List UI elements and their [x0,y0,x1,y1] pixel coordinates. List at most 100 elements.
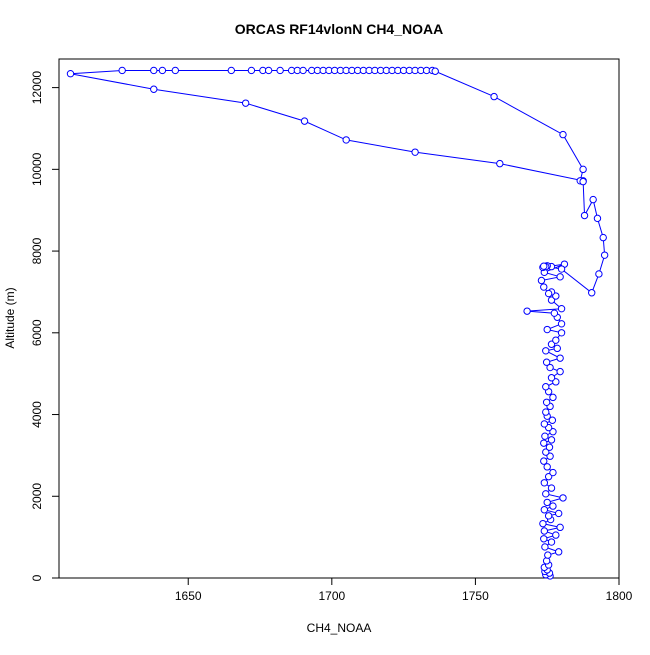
data-point [588,289,596,297]
data-point [342,136,350,144]
data-point [539,519,547,528]
data-point [557,265,566,273]
data-point [556,523,564,532]
y-tick-label: 6000 [30,319,44,346]
data-point [544,512,553,520]
data-point [549,393,557,402]
data-point [544,289,553,298]
data-point [600,251,609,259]
data-point [580,211,589,220]
data-point [547,436,556,444]
data-point [542,408,550,416]
data-point [276,66,284,75]
data-point [523,307,531,315]
x-axis: 1650 1700 1750 1800 [175,577,633,603]
data-point [543,325,551,334]
data-point [264,66,273,75]
data-point [554,548,563,556]
data-point [227,66,236,75]
data-point [542,383,550,391]
data-point [542,347,550,355]
y-axis: 0 2000 4000 6000 8000 10000 12000 [30,71,60,581]
data-point [593,214,602,223]
data-point [299,66,307,75]
y-tick-label: 4000 [30,401,44,428]
data-point [549,468,557,477]
data-point [549,502,557,510]
data-point [556,367,564,376]
x-tick-label: 1700 [318,589,345,603]
data-point [547,484,556,492]
y-tick-label: 10000 [30,152,44,186]
data-point [542,448,550,456]
data-point [579,177,587,186]
data-point [496,159,504,168]
data-point [411,148,419,156]
data-point [548,416,557,424]
data-point [556,354,564,362]
data-point [542,358,551,366]
data-point [540,479,549,487]
data-point [559,130,567,139]
data-point [542,398,551,406]
data-point [552,531,560,539]
data-point [553,344,561,353]
x-tick-label: 1750 [462,589,489,603]
data-point [559,494,567,502]
y-axis-label: Altitude (m) [3,287,17,348]
data-point [556,273,564,281]
x-axis-label: CH4_NOAA [307,621,372,635]
data-point [546,363,554,372]
data-point [599,233,607,242]
data-point [540,527,549,535]
data-point [543,463,551,471]
data-point [552,336,560,344]
data-point [542,490,550,498]
data-point [118,66,126,75]
data-point [171,66,180,75]
data-point [540,506,549,514]
data-point [543,498,551,507]
y-tick-label: 12000 [30,71,44,105]
data-point [540,420,549,428]
data-point [490,92,498,101]
data-point [550,309,559,317]
series-layer [66,66,609,580]
data-point [544,551,552,559]
data-point [579,165,587,174]
data-point [66,70,75,78]
data-point [557,304,566,313]
data-point [557,329,566,337]
data-point [241,99,250,107]
data-point [541,432,549,440]
chart-title: ORCAS RF14vlonN CH4_NOAA [235,21,443,37]
data-point [431,67,439,75]
data-point [540,535,548,543]
data-point [557,320,566,328]
data-point [547,538,556,546]
data-point [595,270,603,278]
x-tick-label: 1650 [175,589,202,603]
data-point [541,543,549,551]
data-point [158,66,167,75]
data-point [537,276,546,285]
data-point [547,374,556,382]
y-tick-label: 0 [30,574,44,581]
y-tick-label: 2000 [30,483,44,510]
data-point [545,443,554,451]
y-tick-label: 8000 [30,237,44,264]
data-point [247,66,256,75]
data-point [300,117,309,125]
data-point [540,439,548,447]
data-point [150,85,158,93]
series-line [70,69,606,577]
data-point [540,262,548,270]
data-point [540,283,548,291]
data-point [150,66,158,75]
data-point [554,509,563,518]
data-point [589,195,597,204]
x-tick-label: 1800 [606,589,633,603]
data-point [540,457,548,465]
